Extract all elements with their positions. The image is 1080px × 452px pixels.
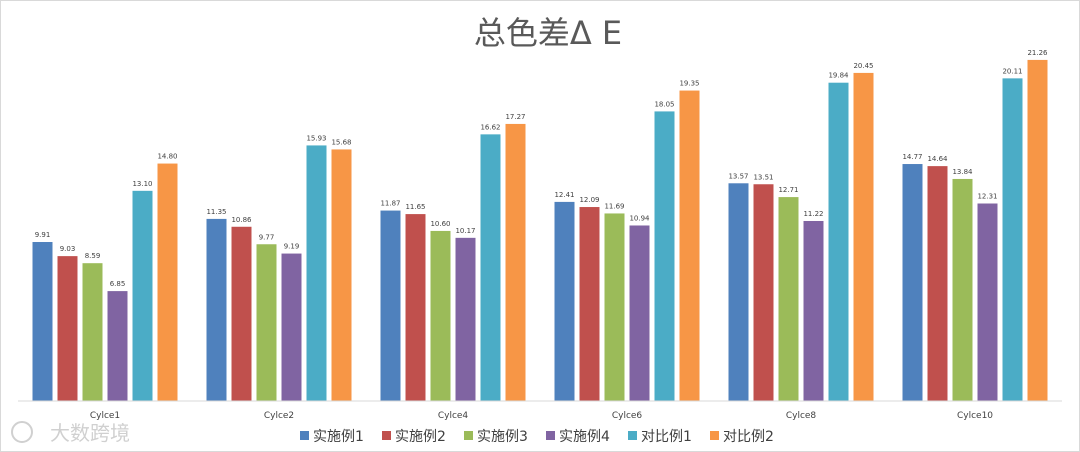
data-label: 9.77 bbox=[259, 233, 275, 241]
chart-title: 总色差Δ E bbox=[474, 14, 622, 52]
bar-实施例3-Cylce2 bbox=[256, 244, 277, 401]
data-label: 16.62 bbox=[480, 123, 500, 131]
bar-对比例2-Cylce2 bbox=[331, 149, 352, 401]
data-label: 21.26 bbox=[1027, 49, 1048, 57]
legend-swatch bbox=[628, 431, 637, 440]
bar-对比例2-Cylce4 bbox=[505, 123, 526, 401]
data-label: 11.65 bbox=[405, 203, 425, 211]
data-label: 15.68 bbox=[331, 138, 351, 146]
bar-实施例2-Cylce1 bbox=[57, 256, 78, 401]
data-label: 13.57 bbox=[728, 172, 748, 180]
bar-实施例4-Cylce8 bbox=[803, 220, 824, 401]
legend-label: 实施例2 bbox=[395, 429, 446, 445]
category-label: Cylce1 bbox=[90, 411, 120, 421]
bar-实施例2-Cylce6 bbox=[579, 207, 600, 401]
bar-实施例1-Cylce1 bbox=[32, 242, 53, 401]
bar-对比例2-Cylce1 bbox=[157, 163, 178, 401]
watermark-text: 大数跨境 bbox=[50, 421, 130, 445]
watermark-logo-icon bbox=[11, 421, 33, 443]
legend-swatch bbox=[710, 431, 719, 440]
legend-swatch bbox=[300, 431, 309, 440]
data-label: 11.22 bbox=[803, 210, 823, 218]
bar-实施例4-Cylce10 bbox=[977, 203, 998, 401]
data-label: 11.35 bbox=[206, 208, 226, 216]
data-label: 13.51 bbox=[753, 173, 773, 181]
data-label: 20.11 bbox=[1002, 67, 1022, 75]
bar-实施例3-Cylce1 bbox=[82, 263, 103, 401]
bar-对比例2-Cylce10 bbox=[1027, 59, 1048, 402]
legend-swatch bbox=[382, 431, 391, 440]
legend-swatch bbox=[546, 431, 555, 440]
data-label: 14.64 bbox=[927, 155, 948, 163]
bar-实施例4-Cylce4 bbox=[455, 237, 476, 401]
data-label: 9.03 bbox=[60, 245, 76, 253]
data-label: 17.27 bbox=[505, 113, 525, 121]
bar-实施例3-Cylce6 bbox=[604, 213, 625, 401]
data-label: 12.09 bbox=[579, 196, 599, 204]
bar-对比例2-Cylce8 bbox=[853, 72, 874, 402]
bar-group: 9.91 9.03 8.59 6.85 13.10 14.80 11.35 10.86 9.77… bbox=[32, 49, 1048, 402]
bar-对比例2-Cylce6 bbox=[679, 90, 700, 402]
bar-实施例1-Cylce4 bbox=[380, 210, 401, 401]
data-label: 19.35 bbox=[679, 80, 699, 88]
bar-实施例1-Cylce8 bbox=[728, 183, 749, 401]
legend: 实施例1 实施例2 实施例3 实施例4 对比例1 对比例2 bbox=[300, 429, 774, 445]
bar-实施例3-Cylce10 bbox=[952, 178, 973, 401]
bar-对比例1-Cylce4 bbox=[480, 134, 501, 401]
data-label: 15.93 bbox=[306, 134, 326, 142]
data-label: 9.91 bbox=[35, 231, 51, 239]
bar-实施例4-Cylce6 bbox=[629, 225, 650, 401]
bar-对比例1-Cylce6 bbox=[654, 111, 675, 401]
category-label: Cylce6 bbox=[612, 411, 643, 421]
category-label: Cylce8 bbox=[786, 411, 817, 421]
bar-实施例3-Cylce8 bbox=[778, 197, 799, 401]
bar-实施例2-Cylce4 bbox=[405, 214, 426, 401]
bar-实施例2-Cylce8 bbox=[753, 184, 774, 401]
data-label: 14.77 bbox=[902, 153, 922, 161]
bar-实施例3-Cylce4 bbox=[430, 230, 451, 401]
data-label: 11.87 bbox=[380, 200, 400, 208]
data-label: 20.45 bbox=[853, 62, 873, 70]
bar-实施例2-Cylce2 bbox=[231, 226, 252, 401]
category-label: Cylce4 bbox=[438, 411, 469, 421]
bar-实施例1-Cylce2 bbox=[206, 218, 227, 401]
category-labels: Cylce1 Cylce2 Cylce4 Cylce6 Cylce8 Cylce10 bbox=[90, 411, 993, 421]
data-label: 12.41 bbox=[554, 191, 574, 199]
bar-对比例1-Cylce2 bbox=[306, 145, 327, 401]
category-label: Cylce2 bbox=[264, 411, 294, 421]
legend-label: 对比例1 bbox=[641, 429, 692, 445]
bar-对比例1-Cylce10 bbox=[1002, 78, 1023, 401]
legend-label: 实施例4 bbox=[559, 429, 610, 445]
category-label: Cylce10 bbox=[957, 411, 993, 421]
data-label: 10.17 bbox=[455, 227, 475, 235]
data-label: 13.84 bbox=[952, 168, 973, 176]
data-label: 10.94 bbox=[629, 214, 650, 222]
data-label: 10.60 bbox=[430, 220, 450, 228]
data-label: 13.10 bbox=[132, 180, 152, 188]
bar-实施例1-Cylce6 bbox=[554, 201, 575, 401]
bar-实施例4-Cylce2 bbox=[281, 253, 302, 401]
legend-swatch bbox=[464, 431, 473, 440]
data-label: 10.86 bbox=[231, 216, 252, 224]
data-label: 19.84 bbox=[828, 72, 849, 80]
data-label: 12.31 bbox=[977, 193, 997, 201]
data-label: 12.71 bbox=[778, 186, 798, 194]
data-label: 8.59 bbox=[85, 252, 101, 260]
legend-label: 实施例3 bbox=[477, 429, 528, 445]
bar-实施例1-Cylce10 bbox=[902, 164, 923, 401]
data-label: 6.85 bbox=[110, 280, 126, 288]
legend-label: 实施例1 bbox=[313, 429, 364, 445]
bar-实施例4-Cylce1 bbox=[107, 291, 128, 401]
data-label: 18.05 bbox=[654, 100, 674, 108]
bar-对比例1-Cylce1 bbox=[132, 190, 153, 401]
data-label: 11.69 bbox=[604, 202, 624, 210]
bar-实施例2-Cylce10 bbox=[927, 166, 948, 401]
watermark: 大数跨境 bbox=[11, 421, 130, 445]
bar-对比例1-Cylce8 bbox=[828, 82, 849, 401]
data-label: 14.80 bbox=[157, 153, 177, 161]
legend-label: 对比例2 bbox=[723, 429, 774, 445]
data-label: 9.19 bbox=[284, 243, 300, 251]
